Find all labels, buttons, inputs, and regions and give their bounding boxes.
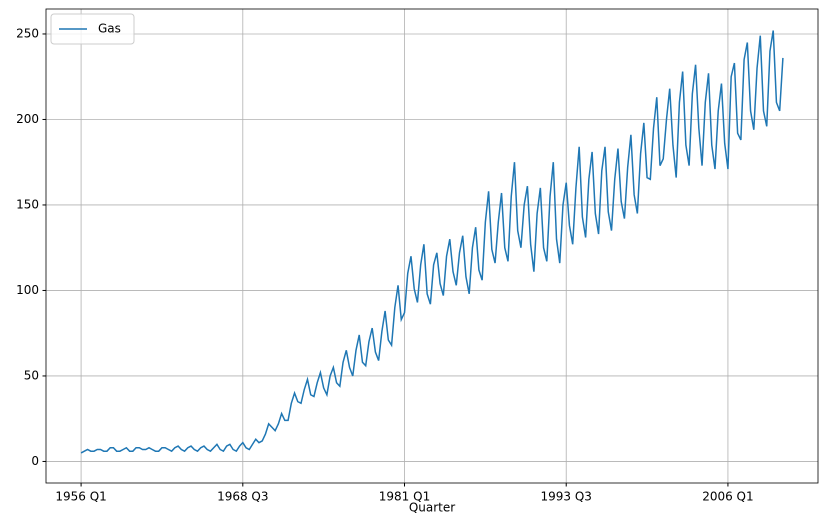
x-tick-label: 1981 Q1 [379, 490, 430, 504]
legend-box [50, 13, 135, 45]
legend-label: Gas [98, 22, 121, 36]
x-tick-label: 1956 Q1 [55, 490, 106, 504]
y-tick-label: 150 [16, 197, 39, 211]
plot-frame [45, 8, 819, 484]
y-tick-label: 100 [16, 283, 39, 297]
y-tick-label: 50 [24, 368, 39, 382]
x-tick-label: 2006 Q1 [702, 490, 753, 504]
x-axis-label: Quarter [409, 501, 455, 515]
y-tick-label: 0 [31, 454, 39, 468]
x-tick-label: 1968 Q3 [217, 490, 268, 504]
y-tick-label: 200 [16, 112, 39, 126]
data-line [80, 30, 784, 454]
x-tick-label: 1993 Q3 [540, 490, 591, 504]
y-tick-label: 250 [16, 26, 39, 40]
